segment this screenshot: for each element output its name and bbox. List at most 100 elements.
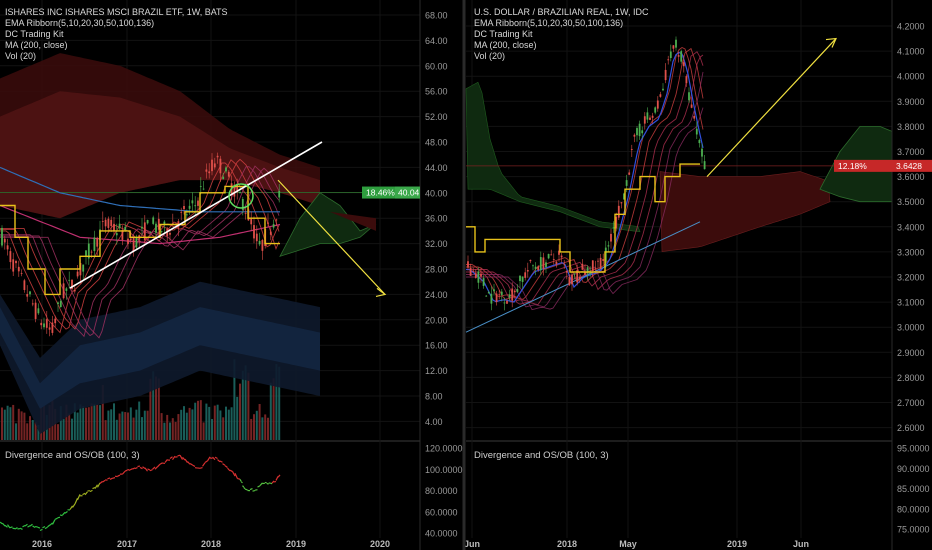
right-y-tick: 3.6000 [897, 172, 925, 182]
left-candle-body [76, 271, 79, 277]
right-y-tick: 4.2000 [897, 22, 925, 32]
right-y-tick: 2.7000 [897, 398, 925, 408]
right-candle-body [659, 94, 662, 97]
left-candle-body [222, 176, 225, 180]
left-volume-bar [73, 403, 76, 440]
left-candle-body [65, 288, 68, 291]
left-indicator-segment [76, 494, 81, 501]
right-candle-body [701, 148, 703, 157]
left-indicator-segment [187, 461, 191, 465]
left-y-tick: 16.00 [425, 341, 448, 351]
right-candle-body [617, 205, 620, 218]
right-candle-body [641, 130, 644, 134]
right-candle-body [625, 180, 628, 186]
left-candle-body [113, 223, 115, 232]
right-pct-label: 12.18% [838, 161, 867, 171]
left-candle-body [3, 238, 6, 243]
left-volume-bar [132, 417, 135, 440]
left-volume-bar [157, 378, 160, 440]
left-indicator-segment [42, 526, 46, 529]
left-legend: ISHARES INC ISHARES MSCI BRAZIL ETF, 1W,… [5, 7, 228, 61]
left-indicator-segment [37, 526, 41, 529]
left-indicator-segment [212, 456, 216, 461]
right-candle-body [537, 266, 540, 271]
left-dc-step-line [0, 185, 280, 296]
left-indicator-segment [202, 462, 206, 467]
left-volume-bar [59, 406, 62, 440]
right-candle-body [633, 134, 636, 137]
left-volume-bar [135, 409, 138, 440]
right-candle-body [607, 245, 610, 247]
right-pane: Divergence and OS/OB (100, 3) 4.2000 4.10… [464, 0, 932, 550]
left-indicator-segment [29, 523, 33, 527]
left-indicator-segment [49, 522, 53, 526]
left-volume-bar [129, 407, 132, 440]
left-candle-body [57, 302, 59, 305]
left-ma200-line [0, 166, 280, 213]
left-candle-body [15, 260, 17, 264]
left-candle-body [160, 231, 163, 232]
left-volume-bar [9, 407, 12, 440]
right-candle-body [628, 172, 631, 175]
left-volume-bar [236, 396, 239, 440]
right-candle-body [591, 260, 594, 272]
left-indicator-segment [107, 477, 111, 480]
left-volume-bar [99, 405, 101, 440]
left-volume-bar [233, 359, 236, 440]
left-indicator-segment [112, 477, 116, 479]
right-candle-body [524, 272, 527, 278]
left-indicator-segment [59, 514, 63, 517]
right-pct-badge [834, 159, 932, 172]
left-candle-body [205, 169, 208, 172]
left-indicator-segment [102, 479, 106, 483]
left-indicator-segment [249, 488, 253, 491]
left-indicator-segment [189, 463, 193, 466]
left-indicator-segment [94, 484, 99, 489]
left-pct-label: 18.46% [366, 188, 395, 198]
right-candle-body [654, 107, 657, 113]
right-y-tick: 2.6000 [897, 423, 925, 433]
right-candle-body [620, 202, 623, 204]
left-indicator-segment [84, 491, 88, 496]
right-candle-body [623, 193, 625, 200]
right-candle-body [555, 261, 558, 265]
left-candle-body [73, 289, 76, 292]
left-candle-body [26, 294, 29, 297]
left-volume-bar [29, 416, 31, 440]
left-volume-bar [199, 400, 202, 440]
left-dc-line [0, 185, 280, 296]
right-candle-body [576, 270, 579, 283]
left-candle-body [29, 291, 31, 295]
right-x-tick: May [619, 539, 637, 549]
left-legend-line: ISHARES INC ISHARES MSCI BRAZIL ETF, 1W,… [5, 7, 228, 17]
left-volume-bar [183, 406, 185, 440]
left-candle-body [180, 211, 183, 213]
left-upper-band-inner [0, 91, 320, 219]
left-candle-body [241, 199, 244, 210]
right-candle-body [568, 277, 571, 285]
left-candle-body [85, 250, 87, 256]
right-candle-body [675, 39, 677, 48]
left-indicator-segment [231, 471, 236, 477]
left-ema-line [0, 167, 280, 339]
right-candle-body [677, 55, 680, 57]
right-candle-body [646, 112, 649, 120]
left-highlight-circle [228, 183, 254, 209]
right-price-label: 3.6428 [896, 161, 922, 171]
right-cloud-green-past [465, 81, 641, 233]
right-ema-fast [466, 51, 704, 303]
left-indicator-segment [57, 516, 61, 519]
right-candle-body [604, 247, 607, 262]
left-indicator-segment [96, 482, 101, 488]
left-volume-bar [90, 403, 93, 440]
left-indicator-segment [152, 466, 156, 470]
left-candle-body [104, 219, 107, 227]
right-candle-body [643, 116, 646, 124]
right-candle-body [581, 263, 584, 270]
left-candle-body [87, 243, 90, 259]
left-indicator-segment [268, 482, 271, 485]
right-y-tick: 3.3000 [897, 247, 925, 257]
left-volume-bar [211, 419, 213, 440]
left-candle-body [258, 240, 261, 245]
left-candle-body [68, 279, 71, 281]
